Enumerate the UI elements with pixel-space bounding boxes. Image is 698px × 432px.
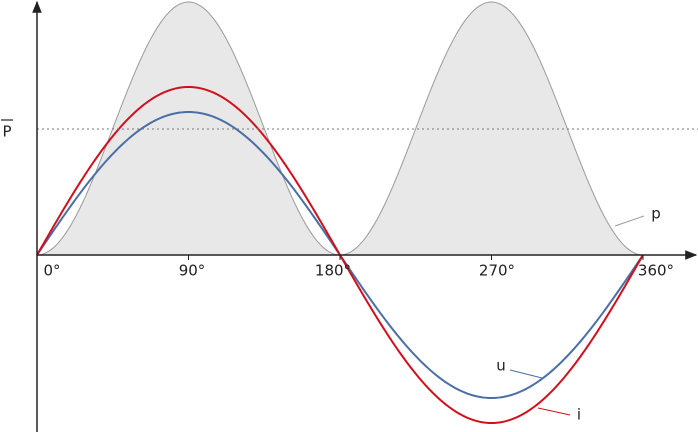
x-tick-label: 90° <box>179 262 206 280</box>
leader-line <box>537 407 571 416</box>
x-tick-label: 180° <box>315 262 351 280</box>
leader-line <box>614 215 645 227</box>
curves <box>36 1 644 425</box>
current-label: i <box>577 406 581 424</box>
mean-power-label: P <box>2 123 11 141</box>
leader-line <box>509 369 543 379</box>
x-tick-label: 270° <box>479 262 515 280</box>
x-tick-label: 360° <box>638 262 674 280</box>
power-label: p <box>651 205 661 223</box>
x-tick-label: 0° <box>43 262 60 280</box>
voltage-label: u <box>496 357 506 375</box>
